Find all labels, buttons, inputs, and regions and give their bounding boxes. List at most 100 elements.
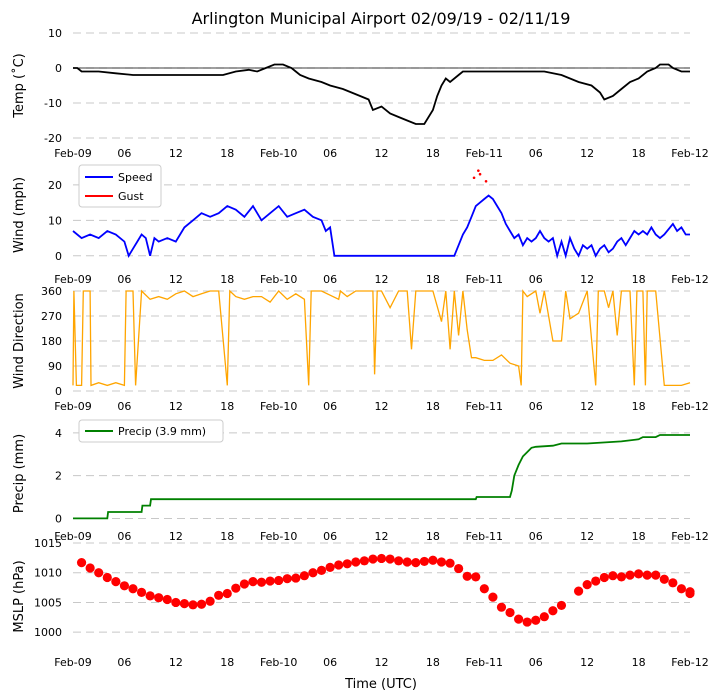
precip-xtick-label: 18 [426, 530, 440, 543]
wind-gust-point [477, 169, 480, 172]
mslp-point [145, 591, 155, 601]
mslp-point [522, 617, 532, 627]
mslp-point [496, 602, 507, 612]
wind-xtick-label: Feb-12 [671, 273, 708, 286]
precip-legend: Precip (3.9 mm) [78, 419, 224, 443]
temp-ytick-label: -20 [44, 132, 62, 145]
wdir-ytick-label: 0 [55, 385, 62, 398]
temp-ytick-label: 10 [48, 27, 62, 40]
wdir-xtick-label: Feb-10 [260, 400, 297, 413]
precip-xtick-label: 06 [117, 530, 131, 543]
wind-xtick-label: 12 [375, 273, 389, 286]
wdir-xtick-label: 18 [426, 400, 440, 413]
mslp-xtick-label: 06 [529, 656, 543, 669]
mslp-point [308, 568, 318, 578]
wdir-ytick-label: 90 [48, 360, 62, 373]
wind-gust-point [484, 179, 488, 183]
mslp-xtick-label: 18 [426, 656, 440, 669]
precip-xtick-label: 12 [375, 530, 389, 543]
mslp-point [359, 556, 369, 566]
mslp-point [454, 563, 464, 574]
wdir-ytick-label: 270 [41, 310, 62, 323]
precip-series-line [73, 434, 690, 520]
wind-xtick-label: 06 [529, 273, 543, 286]
precip-xtick-label: Feb-09 [54, 530, 91, 543]
mslp-ytick-label: 1005 [34, 596, 62, 609]
mslp-xtick-label: 12 [375, 656, 389, 669]
wind-xtick-label: 18 [632, 273, 646, 286]
temp-xtick-label: 12 [375, 147, 389, 160]
temp-xtick-label: 06 [529, 147, 543, 160]
mslp-point [128, 584, 138, 594]
mslp-xtick-label: 12 [169, 656, 183, 669]
wind-xtick-label: 06 [117, 273, 131, 286]
mslp-point [436, 557, 447, 567]
mslp-xtick-label: Feb-10 [260, 656, 297, 669]
wdir-series-line [72, 289, 691, 387]
wind-ytick-label: 20 [48, 179, 62, 192]
mslp-point [582, 580, 592, 590]
wdir-xtick-label: 06 [529, 400, 543, 413]
mslp-point [394, 556, 404, 566]
mslp-point [239, 579, 249, 589]
precip-xtick-label: 18 [632, 530, 646, 543]
mslp-point [274, 575, 284, 586]
wdir-xtick-label: 12 [580, 400, 594, 413]
precip-legend-box [78, 419, 224, 443]
precip-ylabel: Precip (mm) [12, 434, 27, 513]
wind-xtick-label: 18 [220, 273, 234, 286]
temp-xtick-label: 18 [220, 147, 234, 160]
mslp-point [616, 572, 627, 582]
mslp-point [514, 614, 524, 624]
temp-xtick-label: 12 [580, 147, 594, 160]
mslp-point [505, 607, 515, 618]
mslp-point [94, 568, 104, 578]
mslp-xtick-label: Feb-12 [671, 656, 708, 669]
mslp-point [428, 555, 438, 565]
precip-xtick-label: 06 [323, 530, 337, 543]
wind-direction-panel: 360 270 180 90 0 Wind Direction Feb-09 06 12 18 Fe… [12, 285, 709, 413]
mslp-xtick-label: 18 [632, 656, 646, 669]
mslp-point [625, 570, 635, 580]
wdir-xtick-label: 06 [323, 400, 337, 413]
temp-ylabel: Temp (˚C) [11, 53, 27, 119]
wdir-ylabel: Wind Direction [12, 293, 27, 389]
wind-legend-speed-label: Speed [118, 171, 152, 184]
wdir-xtick-label: 18 [632, 400, 646, 413]
mslp-point [685, 588, 695, 599]
wind-gust-point [478, 172, 482, 176]
mslp-point [676, 584, 687, 594]
mslp-point [222, 588, 232, 599]
precip-xtick-label: 12 [169, 530, 183, 543]
mslp-point [188, 600, 198, 610]
mslp-point [608, 571, 618, 581]
mslp-point [462, 571, 472, 581]
wind-legend-gust-label: Gust [118, 190, 144, 203]
temp-xtick-label: Feb-09 [54, 147, 91, 160]
mslp-point [282, 574, 292, 584]
mslp-xtick-label: Feb-11 [466, 656, 503, 669]
mslp-point [196, 599, 207, 609]
mslp-point [633, 569, 644, 579]
mslp-ytick-label: 1015 [34, 537, 62, 550]
temp-xtick-label: 06 [323, 147, 337, 160]
precip-xtick-label: Feb-11 [466, 530, 503, 543]
mslp-point [179, 599, 190, 609]
mslp-point [316, 565, 327, 575]
mslp-xtick-label: Feb-09 [54, 656, 91, 669]
mslp-point [256, 577, 267, 587]
wdir-xtick-label: 12 [375, 400, 389, 413]
mslp-point [85, 563, 95, 573]
mslp-ylabel: MSLP (hPa) [12, 560, 27, 632]
mslp-point [299, 571, 309, 581]
mslp-point [231, 583, 241, 593]
temp-xtick-label: 06 [117, 147, 131, 160]
mslp-point [488, 592, 498, 602]
mslp-point [291, 573, 301, 583]
temp-ytick-label: -10 [44, 97, 62, 110]
precip-ytick-label: 2 [55, 470, 62, 483]
wdir-xtick-label: Feb-12 [671, 400, 708, 413]
mslp-point [368, 554, 378, 564]
mslp-point [205, 596, 215, 606]
